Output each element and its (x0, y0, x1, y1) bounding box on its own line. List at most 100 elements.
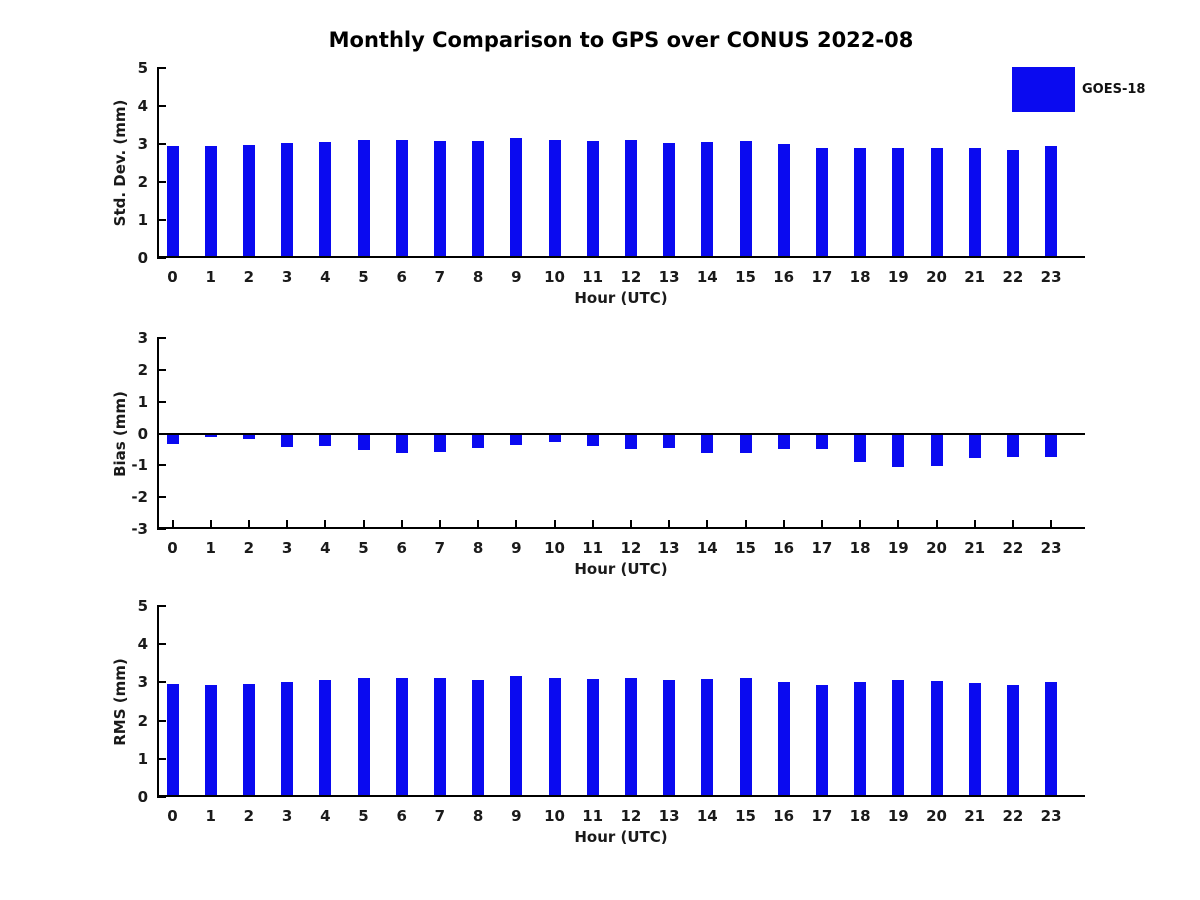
bar-hour-18 (854, 433, 867, 462)
x-tick-label: 6 (396, 267, 407, 286)
bar-hour-3 (281, 433, 294, 447)
y-tick (157, 719, 166, 722)
bar-hour-21 (968, 682, 981, 797)
x-tick-label: 23 (1040, 539, 1062, 557)
x-tick-label: 23 (1040, 267, 1062, 286)
bar-hour-6 (395, 677, 408, 797)
x-tick (629, 520, 632, 529)
x-tick-label: 22 (1002, 267, 1024, 286)
legend-swatch-goes18 (1012, 67, 1075, 112)
bar-hour-11 (586, 141, 599, 258)
y-tick-label: 3 (137, 673, 148, 692)
x-tick (171, 520, 174, 529)
bar-hour-16 (777, 144, 790, 258)
x-tick (820, 520, 823, 529)
bar-hour-1 (204, 433, 217, 437)
x-tick (247, 520, 250, 529)
bar-hour-8 (472, 141, 485, 258)
bar-hour-0 (166, 684, 179, 797)
x-tick-label: 7 (434, 267, 446, 286)
y-tick-label: 4 (137, 635, 148, 654)
y-tick-label: 1 (137, 392, 148, 411)
y-tick (157, 496, 166, 499)
x-tick-label: 16 (773, 539, 795, 557)
x-tick (668, 520, 671, 529)
x-tick-label: 16 (773, 267, 795, 286)
bar-hour-14 (701, 433, 714, 454)
y-tick-label: 0 (137, 248, 148, 267)
x-tick-label: 11 (582, 267, 604, 286)
x-axis-title: Hour (UTC) (574, 560, 668, 578)
x-tick-label: 0 (167, 807, 178, 825)
y-tick-label: 1 (137, 749, 148, 768)
bar-hour-23 (1045, 146, 1058, 258)
bar-hour-0 (166, 433, 179, 444)
y-tick-label: 2 (137, 360, 148, 379)
x-tick (706, 520, 709, 529)
y-tick-label: 3 (137, 134, 148, 153)
x-tick-label: 17 (811, 807, 833, 825)
x-tick-label: 21 (964, 267, 986, 286)
x-tick-label: 18 (849, 807, 871, 825)
bar-hour-23 (1045, 681, 1058, 797)
y-axis-title: Std. Dev. (mm) (111, 99, 129, 226)
legend-label-goes18: GOES-18 (1082, 82, 1146, 97)
bar-hour-18 (854, 148, 867, 258)
bar-hour-5 (357, 677, 370, 797)
y-tick (157, 337, 166, 339)
bar-hour-16 (777, 681, 790, 797)
y-tick (157, 528, 166, 530)
y-tick (157, 432, 166, 435)
bar-hour-17 (815, 147, 828, 258)
y-tick (157, 180, 166, 183)
bar-hour-13 (663, 680, 676, 797)
x-tick-label: 22 (1002, 807, 1024, 825)
x-axis-title: Hour (UTC) (574, 288, 668, 307)
y-tick (157, 368, 166, 371)
y-tick-label: 2 (137, 711, 148, 730)
x-tick-label: 5 (358, 539, 369, 557)
x-tick-label: 0 (167, 539, 178, 557)
x-tick-label: 2 (243, 267, 255, 286)
bar-hour-4 (319, 680, 332, 797)
bar-hour-7 (433, 678, 446, 797)
x-tick-label: 8 (472, 539, 484, 557)
x-tick-label: 14 (696, 807, 718, 825)
y-tick-label: 1 (137, 210, 148, 229)
bar-hour-10 (548, 139, 561, 258)
y-tick (157, 66, 166, 69)
bar-hour-15 (739, 140, 752, 258)
y-tick-label: 2 (137, 172, 148, 191)
x-tick-label: 18 (849, 539, 871, 557)
bar-hour-3 (281, 681, 294, 797)
bar-hour-9 (510, 137, 523, 258)
x-tick-label: 10 (544, 807, 565, 825)
std-dev-chart: 0 1 2 3 4 5 0 1 2 3 4 5 6 7 8 9 10 11 12 13 14 15 16 17 18 19 20 21… (111, 59, 1085, 307)
x-tick (324, 520, 327, 529)
y-tick (157, 681, 166, 684)
y-axis-spine (157, 606, 159, 797)
x-tick-label: 15 (735, 539, 756, 557)
y-tick-label: 4 (137, 96, 148, 115)
x-tick-label: 17 (811, 267, 833, 286)
x-tick-label: 13 (658, 807, 680, 825)
x-tick-label: 13 (658, 267, 680, 286)
x-tick-label: 20 (926, 539, 947, 557)
bar-hour-9 (510, 675, 523, 797)
x-tick-label: 12 (620, 267, 642, 286)
bar-hour-12 (624, 140, 637, 258)
x-tick-label: 3 (281, 267, 293, 286)
bar-hour-1 (204, 146, 217, 258)
x-tick-label: 5 (358, 267, 369, 286)
y-tick-label: 0 (137, 424, 148, 443)
x-tick (744, 520, 747, 529)
bar-hour-4 (319, 141, 332, 258)
bar-hour-20 (930, 680, 943, 797)
bar-hour-4 (319, 433, 332, 446)
bar-hour-19 (892, 680, 905, 797)
x-tick-label: 21 (964, 539, 986, 557)
x-tick (477, 520, 480, 529)
bar-hour-20 (930, 433, 943, 467)
y-axis-title: Bias (mm) (111, 390, 129, 477)
